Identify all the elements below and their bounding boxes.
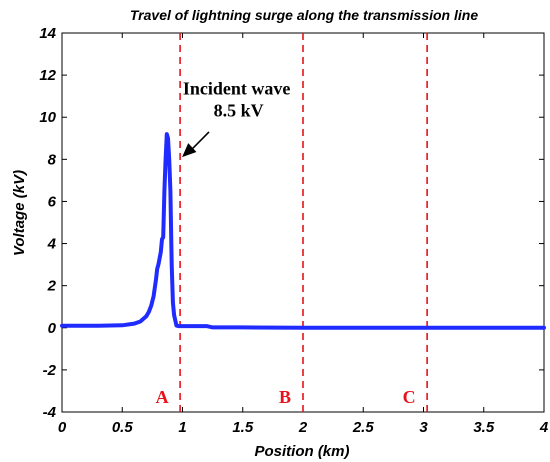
annotation-arrow-head (182, 143, 197, 158)
annotation-line1: Incident wave (183, 78, 291, 98)
x-tick-label: 2 (298, 419, 308, 436)
chart-title: Travel of lightning surge along the tran… (130, 7, 478, 23)
y-tick-label: 10 (39, 109, 56, 126)
y-tick-label: 2 (47, 278, 57, 295)
x-tick-label: 3 (419, 419, 428, 436)
y-tick-label: 12 (39, 67, 56, 84)
x-tick-label: 2.5 (352, 419, 375, 436)
y-tick-label: -4 (43, 404, 57, 421)
y-tick-label: 14 (39, 25, 56, 42)
x-tick-label: 4 (539, 419, 549, 436)
y-tick-label: 6 (48, 193, 57, 210)
marker-label-c: C (403, 387, 416, 407)
y-tick-label: 4 (47, 236, 57, 253)
plot-frame (61, 32, 545, 413)
x-tick-label: 0 (58, 419, 67, 436)
x-tick-label: 0.5 (112, 419, 134, 436)
x-tick-label: 1 (178, 419, 186, 436)
y-tick-label: -2 (43, 362, 57, 379)
annotation-line2: 8.5 kV (214, 100, 264, 120)
x-tick-label: 3.5 (473, 419, 495, 436)
annotation-arrow-shaft (189, 131, 210, 152)
y-tick-label: 8 (48, 151, 57, 168)
series-line (60, 132, 546, 330)
x-axis-title: Position (km) (254, 443, 349, 460)
y-axis-title: Voltage (kV) (11, 170, 28, 256)
marker-label-a: A (156, 387, 169, 407)
x-tick-label: 1.5 (232, 419, 254, 436)
marker-label-b: B (279, 387, 291, 407)
y-tick-label: 0 (48, 320, 57, 337)
